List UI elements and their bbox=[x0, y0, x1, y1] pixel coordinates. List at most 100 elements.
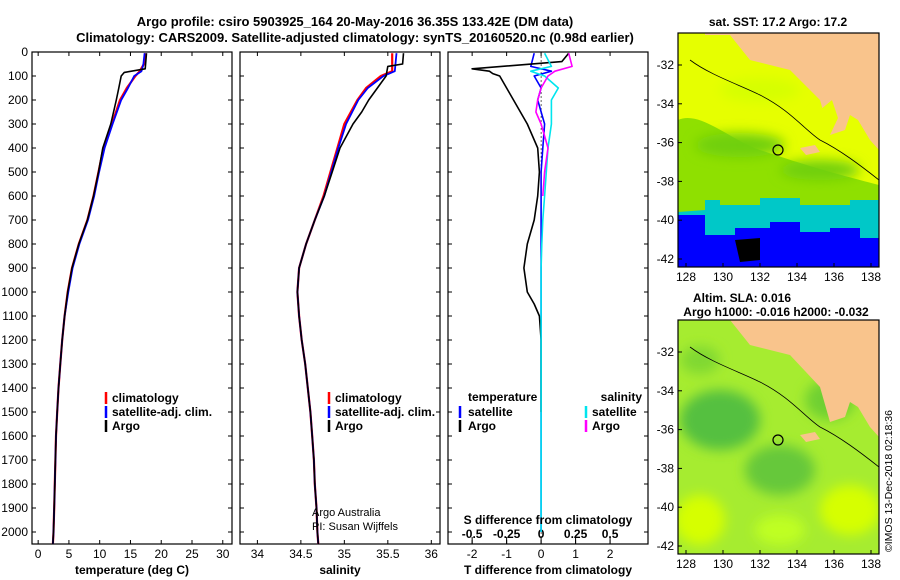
t-difference-xlabel: T difference from climatology bbox=[464, 563, 632, 577]
lat-tick-label: -40 bbox=[657, 500, 675, 514]
lat-tick-label: -34 bbox=[657, 384, 675, 398]
depth-tick-label: 1000 bbox=[1, 285, 28, 299]
lat-tick-label: -42 bbox=[657, 252, 675, 266]
depth-tick-label: 2000 bbox=[1, 525, 28, 539]
lon-tick-label: 134 bbox=[787, 557, 807, 571]
legend-climatology: climatology bbox=[112, 391, 179, 405]
difference-series bbox=[471, 52, 573, 532]
x-tick-label: 35.5 bbox=[376, 547, 400, 561]
series-satellite-adj-clim- bbox=[296, 53, 398, 545]
depth-tick-label: 500 bbox=[8, 165, 28, 179]
x-tick-label: 5 bbox=[66, 547, 73, 561]
series-salinity-argo bbox=[535, 53, 573, 197]
series-argo bbox=[296, 53, 405, 545]
series-temperature-argo bbox=[471, 52, 570, 412]
lon-tick-label: 128 bbox=[676, 557, 696, 571]
sst-map bbox=[678, 33, 879, 267]
x-tick-label: 20 bbox=[155, 547, 169, 561]
depth-tick-label: 600 bbox=[8, 189, 28, 203]
argo-position-marker bbox=[772, 434, 784, 446]
x-tick-label: 30 bbox=[216, 547, 230, 561]
depth-tick-label: 200 bbox=[8, 93, 28, 107]
x-tick-label: 35 bbox=[338, 547, 352, 561]
x-tick-label: -1 bbox=[501, 547, 512, 561]
depth-tick-label: 1900 bbox=[1, 501, 28, 515]
x-tick-label: 1 bbox=[572, 547, 579, 561]
legend-title-salinity: salinity bbox=[601, 390, 643, 404]
x-tick-label: 34.5 bbox=[289, 547, 313, 561]
title-line-1: Argo profile: csiro 5903925_164 20-May-2… bbox=[137, 14, 573, 29]
lat-tick-label: -36 bbox=[657, 423, 675, 437]
lat-tick-label: -42 bbox=[657, 539, 675, 553]
lon-tick-label: 130 bbox=[713, 557, 733, 571]
legend-argo: Argo bbox=[112, 419, 140, 433]
lat-tick-label: -38 bbox=[657, 174, 675, 188]
depth-tick-label: 900 bbox=[8, 261, 28, 275]
sst-map-frame bbox=[677, 32, 880, 268]
lon-tick-label: 136 bbox=[824, 270, 844, 284]
x-tick-label: 25 bbox=[185, 547, 199, 561]
legend-satellite: satellite-adj. clim. bbox=[335, 405, 435, 419]
series-argo bbox=[52, 53, 148, 545]
depth-tick-label: 800 bbox=[8, 237, 28, 251]
temperature-legend: climatology satellite-adj. clim. Argo bbox=[104, 391, 212, 433]
lat-tick-label: -32 bbox=[657, 345, 675, 359]
lat-tick-label: -34 bbox=[657, 97, 675, 111]
depth-tick-label: 1500 bbox=[1, 405, 28, 419]
salinity-axis: 34 34.5 35 35.5 36 bbox=[251, 52, 438, 561]
temperature-xlabel: temperature (deg C) bbox=[75, 563, 189, 577]
depth-tick-label: 1200 bbox=[1, 333, 28, 347]
sla-map-title-2: Argo h1000: -0.016 h2000: -0.032 bbox=[683, 305, 869, 319]
s-difference-axis: -0.5 -0.25 0 0.25 0.5 bbox=[462, 527, 619, 544]
lon-tick-label: 130 bbox=[713, 270, 733, 284]
temperature-axis: 0 5 10 15 20 25 30 bbox=[35, 52, 230, 561]
depth-tick-label: 1300 bbox=[1, 357, 28, 371]
title-line-2: Climatology: CARS2009. Satellite-adjuste… bbox=[76, 30, 634, 45]
t-difference-axis: -2 -1 0 1 2 bbox=[467, 52, 614, 561]
lon-tick-label: 132 bbox=[750, 270, 770, 284]
lon-tick-label: 138 bbox=[861, 270, 881, 284]
temperature-panel bbox=[31, 51, 233, 545]
depth-tick-label: 100 bbox=[8, 69, 28, 83]
salinity-xlabel: salinity bbox=[319, 563, 361, 577]
credit-line-1: Argo Australia bbox=[312, 507, 381, 519]
depth-tick-label: 1800 bbox=[1, 477, 28, 491]
depth-tick-label: 1100 bbox=[2, 309, 28, 323]
lat-tick-label: -38 bbox=[657, 461, 675, 475]
lon-tick-label: 134 bbox=[787, 270, 807, 284]
s-tick-label: 0.25 bbox=[564, 527, 588, 541]
s-tick-label: -0.25 bbox=[493, 527, 521, 541]
sla-map-axes: 128 130 132 134 136 138 -32 -34 -36 -38 -40 -42 bbox=[657, 345, 882, 571]
lon-tick-label: 128 bbox=[676, 270, 696, 284]
depth-axis: 0 100 200 300 400 500 600 700 800 900 1000 1100 1200… bbox=[1, 45, 648, 539]
legend-argo: Argo bbox=[335, 419, 363, 433]
legend-t-satellite: satellite bbox=[468, 405, 513, 419]
salinity-series bbox=[296, 53, 405, 545]
x-tick-label: 0 bbox=[35, 547, 42, 561]
depth-tick-label: 0 bbox=[21, 45, 28, 59]
x-tick-label: 0 bbox=[538, 547, 545, 561]
sla-map bbox=[678, 320, 879, 554]
x-tick-label: 15 bbox=[124, 547, 138, 561]
x-tick-label: -2 bbox=[467, 547, 478, 561]
s-tick-label: -0.5 bbox=[462, 527, 483, 541]
difference-legend-salinity: salinity satellite Argo bbox=[584, 390, 643, 433]
watermark: ©IMOS 13-Dec-2018 02:18:36 bbox=[883, 410, 895, 552]
credit-line-2: PI: Susan Wijffels bbox=[312, 521, 398, 533]
salinity-panel bbox=[239, 51, 441, 545]
lon-tick-label: 136 bbox=[824, 557, 844, 571]
sst-map-title: sat. SST: 17.2 Argo: 17.2 bbox=[709, 15, 848, 29]
depth-tick-label: 1600 bbox=[1, 429, 28, 443]
legend-satellite: satellite-adj. clim. bbox=[112, 405, 212, 419]
difference-legend-temperature: temperature satellite Argo bbox=[458, 390, 538, 433]
lat-tick-label: -36 bbox=[657, 136, 675, 150]
legend-climatology: climatology bbox=[335, 391, 402, 405]
legend-t-argo: Argo bbox=[468, 419, 496, 433]
depth-tick-label: 1700 bbox=[1, 453, 28, 467]
s-tick-label: 0.5 bbox=[602, 527, 619, 541]
sla-map-title-1: Altim. SLA: 0.016 bbox=[693, 291, 791, 305]
argo-position-marker bbox=[772, 144, 784, 156]
lat-tick-label: -32 bbox=[657, 58, 675, 72]
s-difference-xlabel: S difference from climatology bbox=[464, 513, 633, 527]
